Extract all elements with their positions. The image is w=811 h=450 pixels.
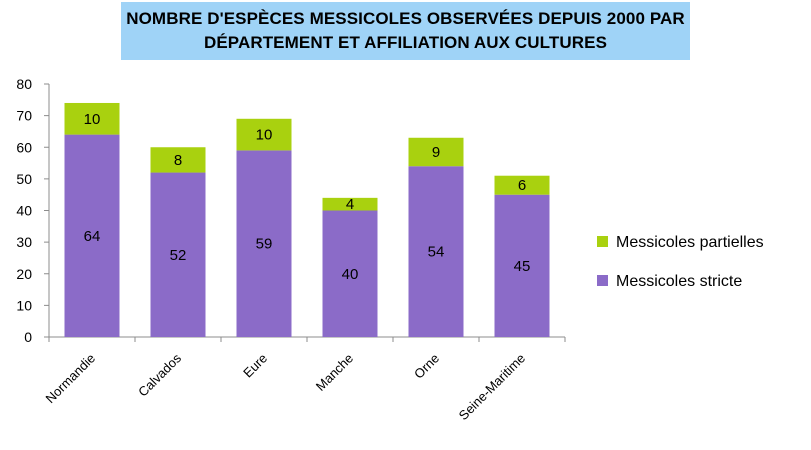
legend-label: Messicoles stricte [616, 273, 742, 290]
bar-partielles-seine-maritime [494, 175, 550, 195]
legend-swatch [597, 236, 608, 247]
x-category-label: Normandie [43, 351, 99, 407]
bar-stricte-manche [322, 210, 378, 337]
x-category-label: Calvados [135, 350, 184, 399]
bar-stricte-seine-maritime [494, 194, 550, 337]
bar-partielles-eure [236, 118, 292, 151]
y-tick-label: 30 [16, 234, 32, 250]
axes: 0 10 20 30 40 50 60 70 80 [16, 76, 566, 345]
bar-partielles-calvados [150, 147, 206, 173]
x-category-label: Seine-Maritime [456, 351, 528, 423]
data-label: 8 [174, 152, 182, 169]
data-label: 6 [518, 177, 526, 194]
data-label: 64 [84, 228, 101, 245]
data-label: 54 [428, 244, 445, 261]
y-tick-label: 40 [16, 203, 32, 219]
y-tick-label: 50 [16, 171, 32, 187]
y-tick-label: 70 [16, 108, 32, 124]
bar-stricte-normandie [64, 134, 120, 337]
bar-stricte-eure [236, 150, 292, 337]
x-category-label: Orne [411, 351, 442, 382]
y-tick-label: 10 [16, 297, 32, 313]
chart-title-line-2: DÉPARTEMENT ET AFFILIATION AUX CULTURES [203, 33, 608, 52]
x-category-label: Manche [313, 351, 356, 394]
y-tick-label: 80 [16, 76, 32, 92]
data-label: 9 [432, 144, 440, 161]
data-label: 52 [170, 247, 187, 264]
data-label: 4 [346, 196, 354, 213]
y-tick-label: 0 [24, 329, 32, 345]
x-category-label: Eure [240, 351, 270, 381]
bars [64, 102, 550, 337]
legend: Messicoles partielles Messicoles stricte [597, 234, 764, 290]
chart-title-line-1: NOMBRE D'ESPÈCES MESSICOLES OBSERVÉES DE… [126, 9, 685, 28]
data-label: 45 [514, 258, 531, 275]
bar-partielles-orne [408, 137, 464, 167]
bar-stricte-calvados [150, 172, 206, 337]
legend-swatch [597, 275, 608, 286]
y-tick-label: 60 [16, 139, 32, 155]
chart-title: NOMBRE D'ESPÈCES MESSICOLES OBSERVÉES DE… [121, 2, 690, 60]
data-label: 10 [256, 127, 273, 144]
y-tick-label: 20 [16, 266, 32, 282]
data-label: 40 [342, 266, 359, 283]
bar-partielles-manche [322, 197, 378, 211]
data-label: 10 [84, 111, 101, 128]
bar-stricte-orne [408, 166, 464, 337]
legend-label: Messicoles partielles [616, 234, 764, 251]
bar-partielles-normandie [64, 102, 120, 135]
data-label: 59 [256, 236, 273, 253]
